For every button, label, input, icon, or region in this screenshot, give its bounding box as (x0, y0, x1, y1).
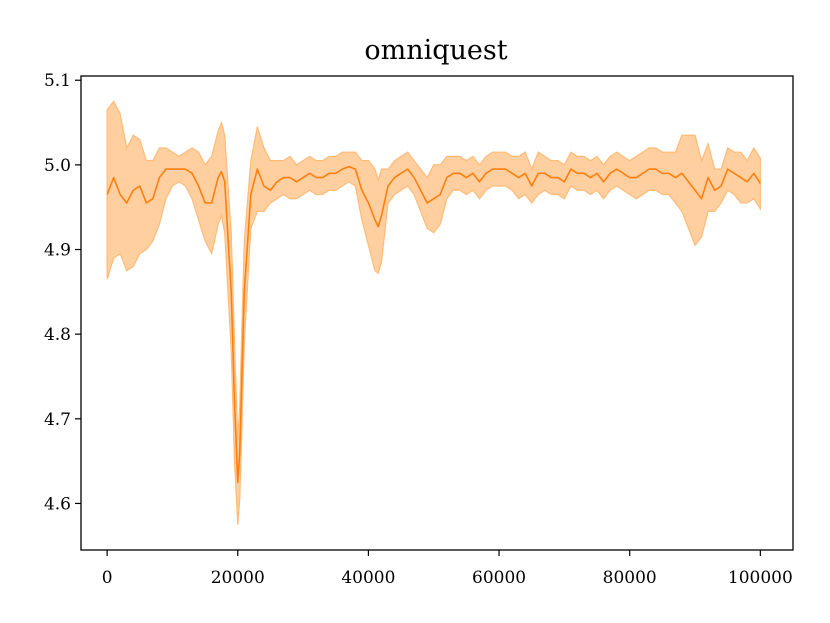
y-tick-label: 5.0 (44, 156, 71, 176)
y-tick-label: 4.6 (44, 494, 71, 514)
plot-area (106, 100, 762, 525)
x-tick-label: 0 (102, 568, 113, 588)
series-0-line (106, 165, 762, 484)
y-tick-label: 4.7 (44, 410, 71, 430)
y-tick-label: 5.1 (44, 71, 71, 91)
x-tick-label: 60000 (472, 568, 526, 588)
y-axis: 4.6 4.7 4.8 4.9 5.0 5.1 (44, 71, 81, 514)
chart-title: omniquest (364, 35, 507, 66)
x-tick-label: 40000 (341, 568, 395, 588)
x-tick-label: 100000 (728, 568, 793, 588)
series-0-confidence-band (106, 100, 761, 525)
y-tick-label: 4.8 (44, 325, 71, 345)
x-axis: 0 20000 40000 60000 80000 100000 (102, 550, 793, 588)
y-tick-label: 4.9 (44, 241, 71, 261)
x-tick-label: 80000 (603, 568, 657, 588)
x-tick-label: 20000 (211, 568, 265, 588)
axes-frame (80, 75, 794, 551)
